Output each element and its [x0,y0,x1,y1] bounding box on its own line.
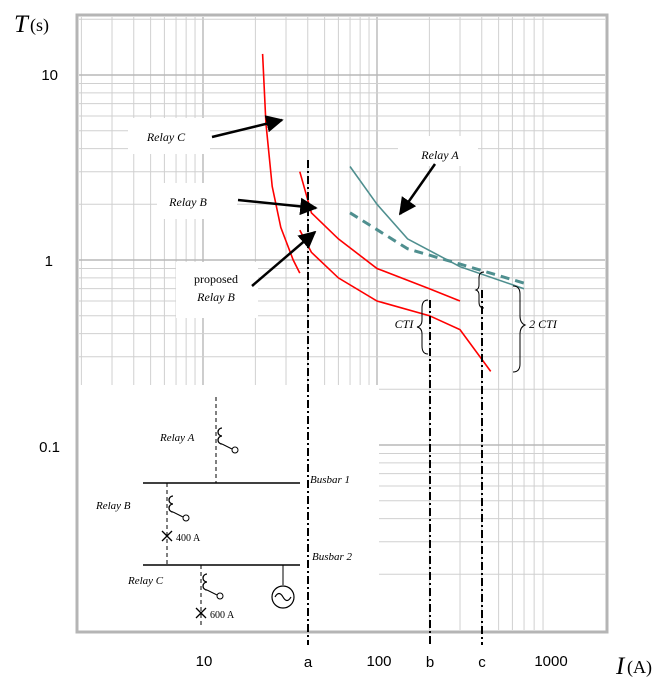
cti-brace [416,299,429,355]
y-tick-1: 1 [45,253,53,270]
x-axis-unit: (A) [627,657,652,677]
y-tick-10: 10 [41,67,58,84]
x-axis-title: I [615,653,626,677]
proposed-arrow [251,230,317,287]
y-axis-title: T [14,11,30,38]
ct-b-icon [168,495,174,513]
x-tick-1000: 1000 [534,653,567,670]
single-line-diagram: Relay A Busbar 1 Relay B 400 A Busbar 2 … [95,397,353,625]
cti2-brace [512,285,527,373]
ct-a-lead [221,443,233,450]
relay-b-contact-icon [182,514,190,522]
relay-b-curve [299,171,461,302]
x-tick-10: 10 [196,653,213,670]
relay-a-label: Relay A [420,148,459,162]
series-layer [261,53,525,372]
y-axis-unit: (s) [30,15,49,36]
relay-c-contact-icon [216,592,224,600]
relay-b-label-bg [157,183,237,219]
relay-c-label: Relay C [146,130,186,144]
busbar-1-label: Busbar 1 [310,474,350,486]
sld-relay-c-label: Relay C [127,575,164,587]
cti2-label: 2 CTI [529,317,558,331]
relay-c-arrow [211,115,284,139]
proposed-relay-b-curve [299,229,492,372]
relay-a-dashed-curve [349,211,525,285]
rating-b-label: 400 A [176,533,201,544]
ct-c-icon [202,573,208,591]
relay-a-curve [349,166,525,290]
cti-label: CTI [395,317,415,331]
ct-b-lead [172,511,184,518]
relay-a-label-bg [398,136,478,166]
relay-a-arrow [398,163,437,216]
x-tick-100: 100 [366,653,391,670]
busbar-2-label: Busbar 2 [312,551,353,563]
relay-b-label: Relay B [168,195,207,209]
diagram-background [79,385,379,630]
proposed-label-line2: Relay B [196,290,235,304]
breaker-b-icon [161,530,173,542]
marker-a-label: a [304,654,313,671]
proposed-label-line1: proposed [194,272,238,286]
cti-small-brace [474,271,485,309]
breaker-c-icon [195,607,207,619]
ct-a-icon [217,427,223,445]
sld-relay-a-label: Relay A [159,432,195,444]
relay-c-label-bg [128,118,210,154]
y-tick-0.1: 0.1 [39,439,60,456]
sld-relay-b-label: Relay B [95,500,131,512]
marker-b-label: b [426,654,434,671]
relay-a-contact-icon [231,446,239,454]
marker-c-label: c [478,654,486,671]
proposed-label-bg [176,262,258,318]
relay-c-curve [261,53,301,274]
plot-frame [75,13,609,634]
rating-c-label: 600 A [210,610,235,621]
generator-sine-icon [274,592,292,602]
relay-b-arrow [237,197,318,216]
ct-c-lead [206,589,218,596]
